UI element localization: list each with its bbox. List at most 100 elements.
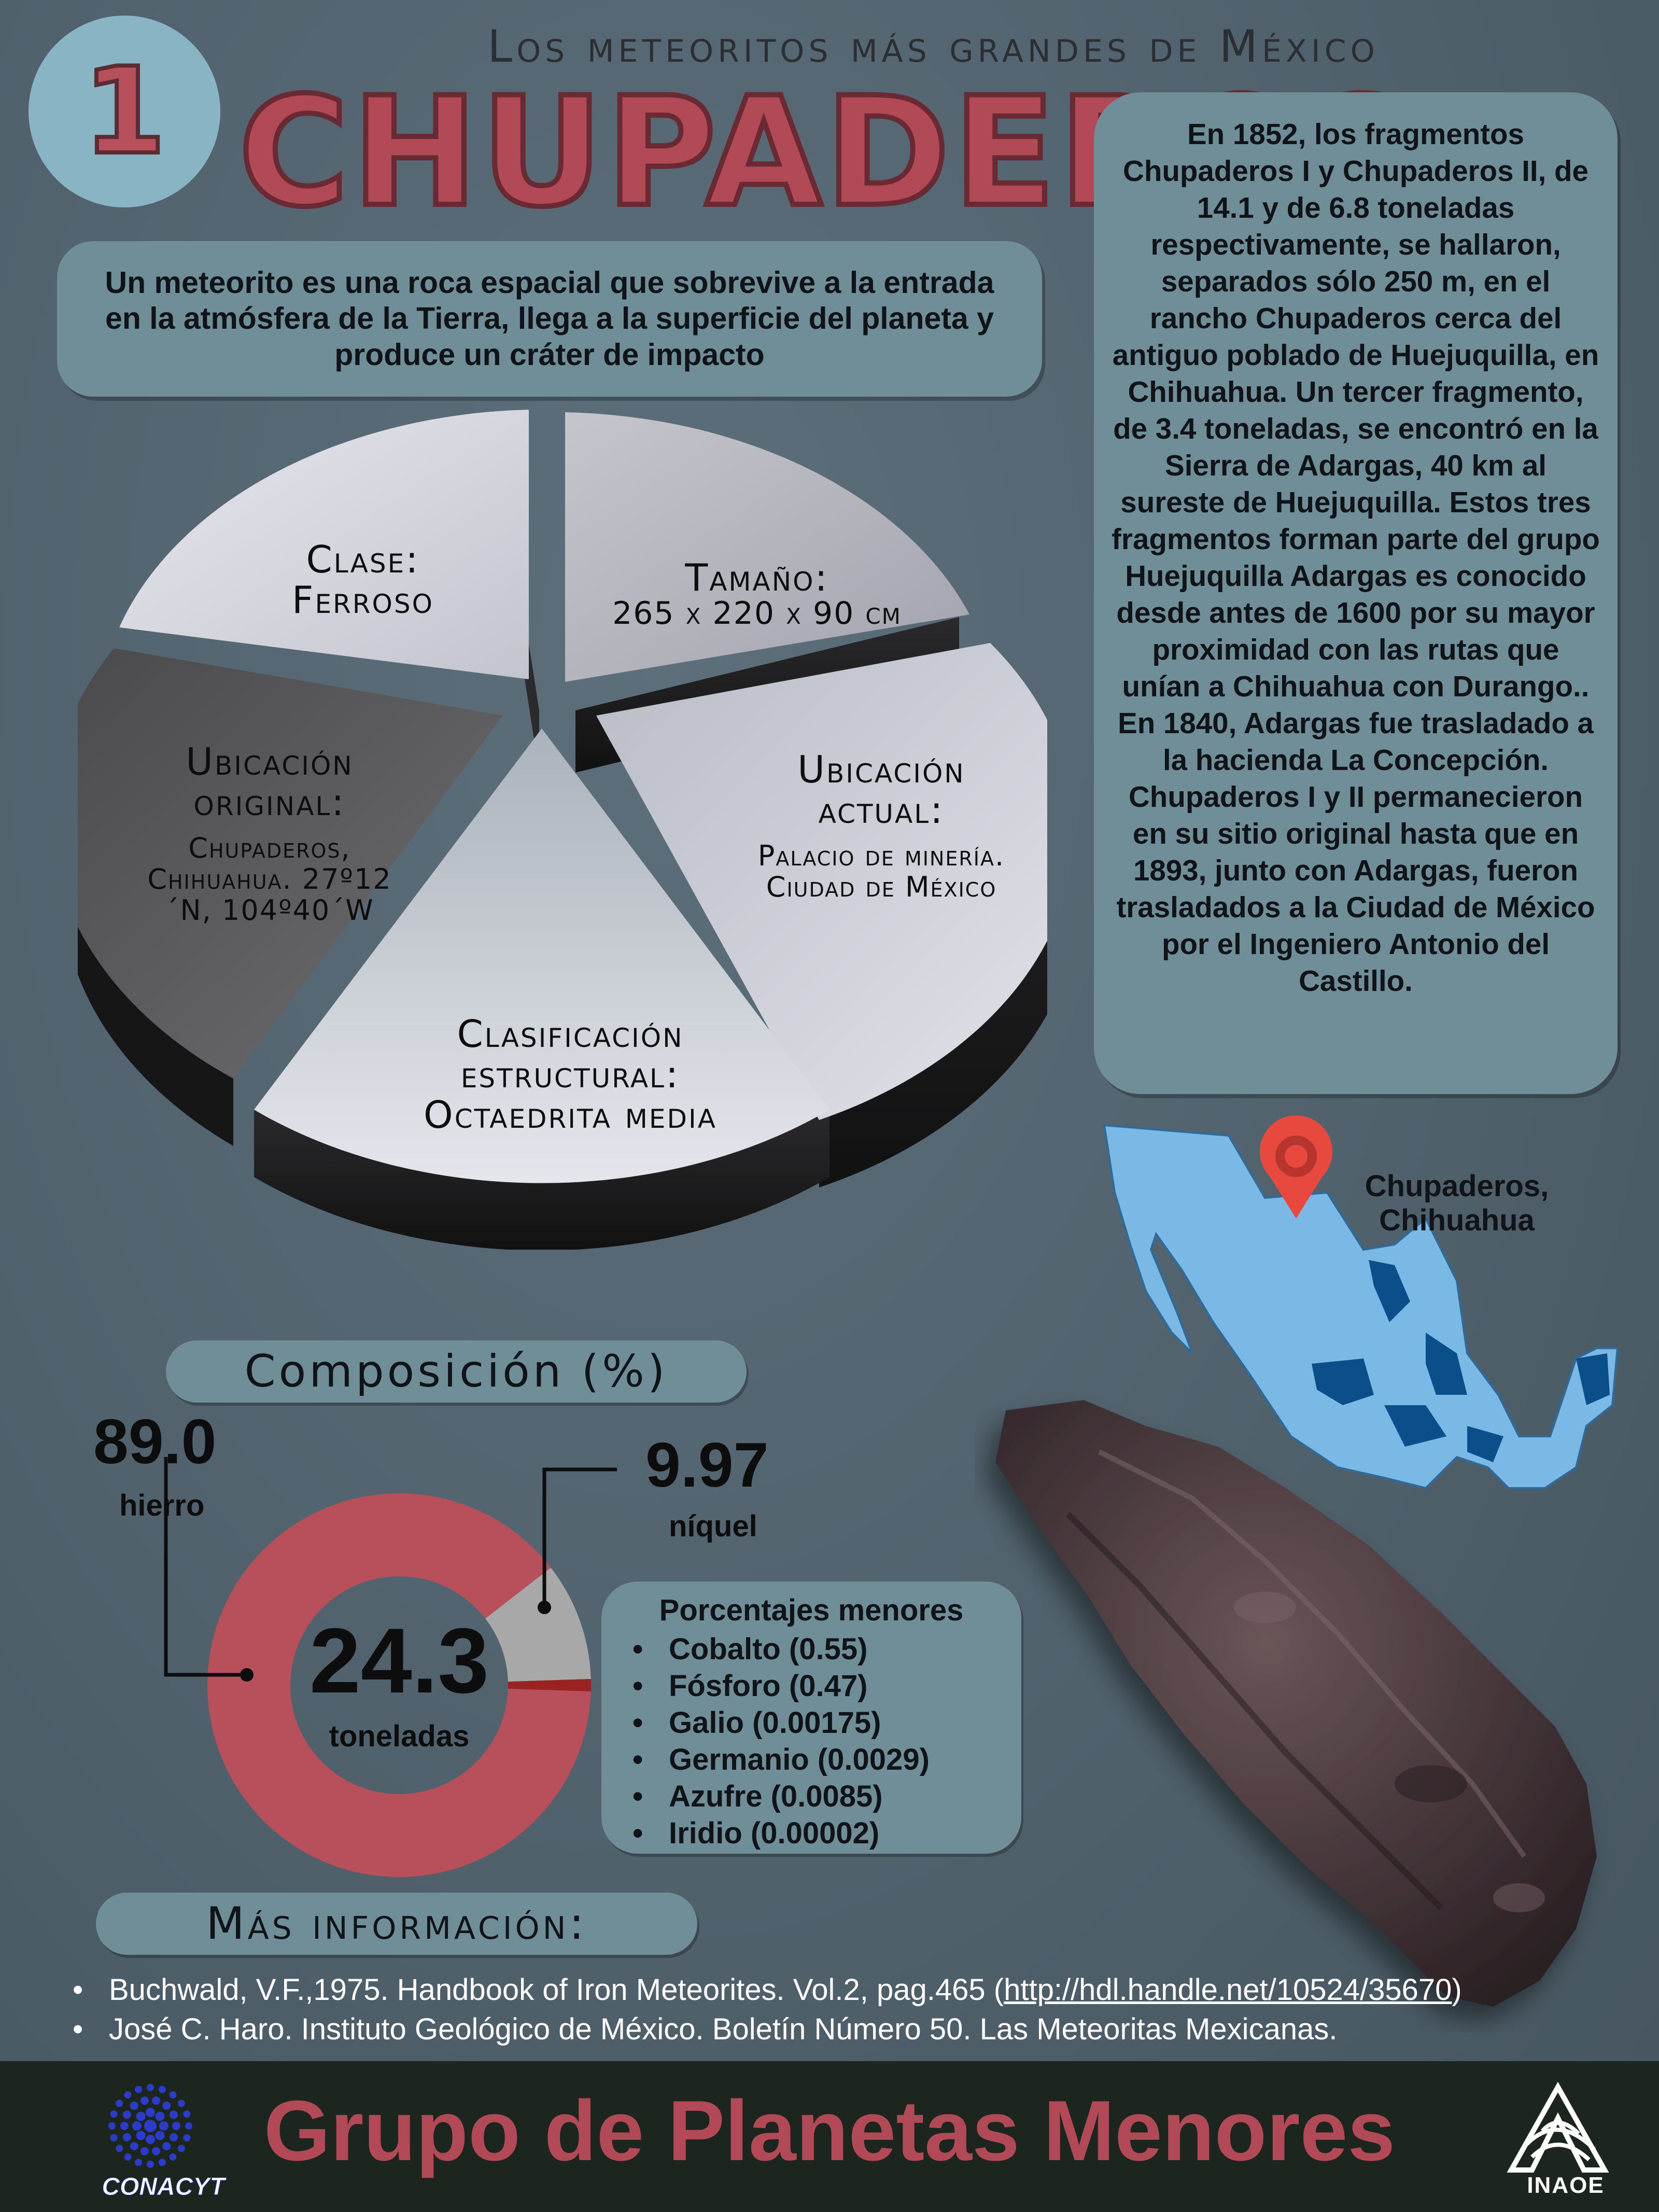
fact-tamano-heading: Tamaño:: [685, 556, 829, 599]
conacyt-dot: [124, 2091, 132, 2099]
pie-side-clasif: [254, 1110, 830, 1250]
fact-ubicacion-actual: Ubicación actual: Palacio de minería. Ci…: [726, 749, 1037, 903]
fact-clase-heading: Clase:: [306, 538, 420, 581]
donut-slices: [207, 1493, 591, 1877]
conacyt-dot: [185, 2122, 192, 2130]
fact-clasificacion-heading: Clasificación estructural:: [457, 1012, 684, 1096]
composition-title: Composición (%): [166, 1340, 747, 1403]
rank-number: 1: [81, 40, 168, 183]
pie-side-original: [78, 736, 233, 1146]
mexico-region-3: [1312, 1359, 1374, 1405]
mass-value: 24.3: [309, 1609, 489, 1712]
footer: CONACYT Grupo de Planetas Menores INAOE: [0, 2061, 1659, 2212]
list-item: Iridio (0.00002): [632, 1815, 930, 1852]
definition-text: Un meteorito es una roca espacial que so…: [105, 265, 994, 372]
conacyt-dot: [120, 2122, 129, 2130]
conacyt-dot: [135, 2085, 143, 2093]
iron-value: 89.0: [93, 1406, 217, 1477]
conacyt-dot: [110, 2110, 118, 2118]
conacyt-dot: [162, 2142, 171, 2151]
mexico-map: [1103, 1115, 1619, 1490]
conacyt-dot: [130, 2142, 138, 2151]
conacyt-dot: [177, 2099, 185, 2107]
conacyt-dot: [122, 2110, 131, 2119]
conacyt-dot: [136, 2111, 146, 2121]
definition-box: Un meteorito es una roca espacial que so…: [57, 241, 1042, 397]
conacyt-dot: [169, 2153, 177, 2161]
fact-clase: Clase: Ferroso: [207, 539, 518, 620]
conacyt-dot: [110, 2134, 118, 2141]
pie-slice-actual: [596, 643, 1047, 1120]
reference-link[interactable]: http://hdl.handle.net/10524/35670: [1004, 1973, 1452, 2007]
mass-label: toneladas: [329, 1719, 470, 1753]
composition-donut: [164, 1457, 591, 1877]
conacyt-dot: [159, 2121, 168, 2131]
conacyt-dot: [130, 2101, 138, 2110]
conacyt-dot: [177, 2145, 185, 2152]
reference-tail: ): [1452, 1973, 1462, 2007]
conacyt-dot: [162, 2101, 171, 2110]
conacyt-dot: [116, 2099, 123, 2107]
reference-item: José C. Haro. Instituto Geológico de Méx…: [73, 2010, 1462, 2049]
conacyt-dot: [146, 2135, 155, 2144]
rank-badge: 1: [29, 16, 220, 207]
conacyt-label: CONACYT: [102, 2173, 225, 2201]
conacyt-dot: [116, 2145, 123, 2152]
fact-ubicacion-original: Ubicación original: Chupaderos, Chihuahu…: [119, 741, 420, 926]
minor-percentages-list: Cobalto (0.55) Fósforo (0.47) Galio (0.0…: [632, 1631, 930, 1852]
reference-item: Buchwald, V.F.,1975. Handbook of Iron Me…: [73, 1970, 1462, 2010]
minor-percentages-title: Porcentajes menores: [659, 1593, 964, 1627]
nickel-value: 9.97: [645, 1430, 769, 1500]
map-location-label: Chupaderos, Chihuahua: [1365, 1169, 1549, 1237]
conacyt-dot: [170, 2133, 178, 2141]
conacyt-dot: [140, 2147, 149, 2155]
footer-title: Grupo de Planetas Menores: [263, 2083, 1396, 2178]
mexico-region-5: [1576, 1353, 1610, 1405]
conacyt-dot: [170, 2110, 178, 2119]
iron-label: hierro: [119, 1489, 205, 1522]
inaoe-label: INAOE: [1527, 2173, 1605, 2198]
mexico-region-4: [1384, 1405, 1446, 1447]
fact-tamano-value: 265 x 220 x 90 cm: [612, 595, 902, 632]
iron-leader-line: [164, 1457, 247, 1677]
reference-text: José C. Haro. Instituto Geológico de Méx…: [109, 2012, 1338, 2046]
donut-slice-hierro: [207, 1493, 591, 1877]
conacyt-dot: [152, 2147, 161, 2155]
conacyt-dot: [146, 2108, 155, 2117]
fact-tamano: Tamaño: 265 x 220 x 90 cm: [575, 557, 938, 629]
iron-leader-dot: [240, 1668, 254, 1682]
fact-clasificacion-value: Octaedrita media: [424, 1093, 717, 1137]
nickel-label: níquel: [669, 1509, 757, 1543]
conacyt-dot: [144, 2120, 157, 2132]
more-info-title: Más información:: [96, 1893, 697, 1955]
conacyt-dot: [172, 2122, 180, 2130]
fact-ubicacion-original-value: Chupaderos, Chihuahua. 27º12´N, 104º40´W: [147, 832, 392, 927]
history-text: En 1852, los fragmentos Chupaderos I y C…: [1112, 118, 1600, 997]
list-item: Fósforo (0.47): [632, 1668, 930, 1704]
pie-slice-original: [78, 648, 503, 1079]
conacyt-dot: [155, 2111, 165, 2121]
pie-slice-tamano: [565, 412, 969, 682]
references-list: Buchwald, V.F.,1975. Handbook of Iron Me…: [73, 1970, 1462, 2049]
inaoe-logo-icon: [1507, 2082, 1609, 2173]
conacyt-dot: [158, 2159, 166, 2166]
conacyt-logo-icon: [108, 2084, 192, 2168]
list-item: Azufre (0.0085): [632, 1778, 930, 1815]
conacyt-dot: [169, 2091, 177, 2099]
conacyt-dot: [155, 2131, 165, 2140]
location-pin-icon: [1260, 1115, 1332, 1219]
pie-slice-clase: [119, 410, 529, 679]
facts-pie: [78, 410, 1047, 1250]
mexico-region-2: [1426, 1333, 1467, 1395]
list-item: Cobalto (0.55): [632, 1631, 930, 1668]
fact-clase-value: Ferroso: [292, 578, 434, 622]
conacyt-dot: [132, 2121, 142, 2131]
fact-clasificacion: Clasificación estructural: Octaedrita me…: [337, 1014, 804, 1135]
mexico-region-1: [1369, 1260, 1410, 1322]
pie-slice-clasif: [254, 729, 830, 1183]
nickel-leader: [538, 1467, 617, 1614]
donut-slice-níquel: [485, 1567, 591, 1682]
conacyt-dot: [152, 2096, 161, 2105]
history-box: En 1852, los fragmentos Chupaderos I y C…: [1094, 92, 1618, 1094]
list-item: Galio (0.00175): [632, 1704, 930, 1741]
